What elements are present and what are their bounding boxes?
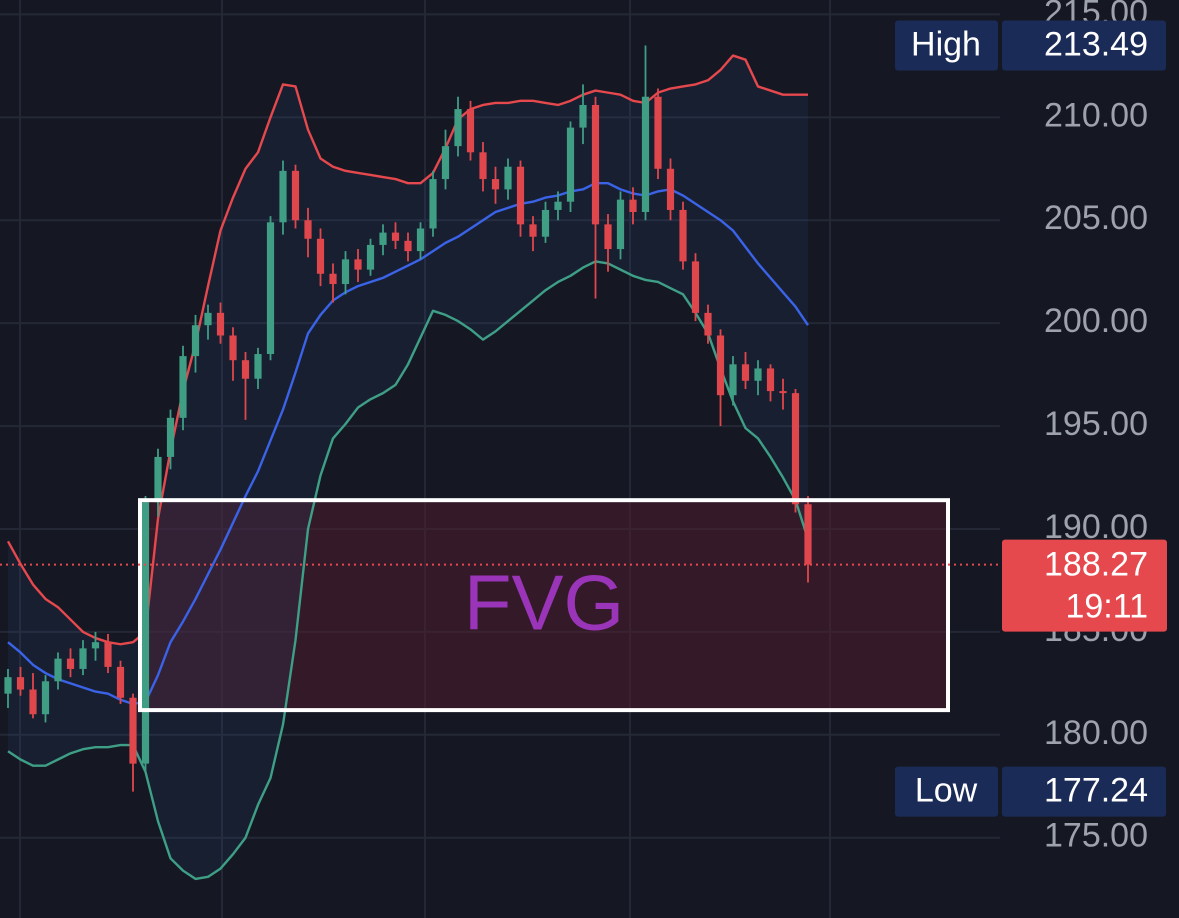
candle-body xyxy=(104,642,112,667)
candle-body xyxy=(204,312,212,326)
candle-body xyxy=(804,504,812,565)
candle-body xyxy=(129,697,137,764)
last-price-value: 188.27 xyxy=(1044,546,1148,584)
candle-body xyxy=(404,240,412,252)
badge-label-box xyxy=(895,766,998,817)
candle-body xyxy=(741,364,750,381)
vertical-grid xyxy=(19,0,831,918)
candle-body xyxy=(291,170,300,221)
last-price-box xyxy=(1002,539,1167,632)
y-tick-label: 210.00 xyxy=(1044,96,1148,134)
y-tick-label: 175.00 xyxy=(1044,817,1148,855)
candle-body xyxy=(79,648,87,669)
candle-body xyxy=(391,232,400,241)
candle-body xyxy=(666,168,675,210)
candle-body xyxy=(41,681,50,715)
candle-body xyxy=(179,356,187,418)
candle-body xyxy=(366,244,375,270)
countdown: 19:11 xyxy=(1065,588,1148,626)
candle-body xyxy=(416,228,425,252)
y-tick-label: 205.00 xyxy=(1044,199,1148,237)
candle-body xyxy=(716,335,725,396)
candle-body xyxy=(441,146,450,180)
candle-body xyxy=(641,96,650,213)
candle-body xyxy=(304,220,312,239)
candle-body xyxy=(91,642,100,649)
zone-border xyxy=(138,498,950,713)
band-line xyxy=(7,260,810,881)
candle-body xyxy=(616,199,625,250)
badge-value-box xyxy=(1002,766,1166,817)
candle-body xyxy=(329,273,337,285)
candle-body xyxy=(554,201,562,210)
y-tick-label: 200.00 xyxy=(1044,302,1148,340)
badge-value: 177.24 xyxy=(1044,772,1148,810)
candle-body xyxy=(141,502,150,764)
candle-body xyxy=(454,109,462,147)
candle-body xyxy=(16,677,25,690)
candle-body xyxy=(516,166,525,225)
badge-label: Low xyxy=(915,772,978,810)
candle-body xyxy=(529,224,537,237)
y-tick-label: 195.00 xyxy=(1044,405,1148,443)
candle-body xyxy=(229,335,237,361)
candle-body xyxy=(629,199,637,213)
candle-body xyxy=(154,456,162,503)
candle-body xyxy=(466,109,475,153)
candle-body xyxy=(316,238,325,274)
candle-body xyxy=(254,354,262,379)
candle-body xyxy=(791,393,800,505)
candle-body xyxy=(191,325,200,357)
candle-body xyxy=(504,166,512,190)
candle-body xyxy=(766,368,775,392)
candle-body xyxy=(266,222,275,355)
y-tick-label: 180.00 xyxy=(1044,714,1148,752)
candle-body xyxy=(54,658,62,682)
candle-body xyxy=(679,209,687,262)
candle-body xyxy=(216,312,225,336)
badge-label-box xyxy=(895,20,998,71)
candle-body xyxy=(166,417,175,457)
candle-body xyxy=(66,658,75,669)
candle-body xyxy=(491,179,500,190)
zone-label: FVG xyxy=(464,559,624,647)
badge-value-box xyxy=(1002,20,1166,71)
candle-body xyxy=(566,127,575,202)
candle-body xyxy=(754,368,762,381)
candle-body xyxy=(29,689,37,715)
candle-body xyxy=(591,104,600,225)
badge-label: High xyxy=(911,25,981,63)
badge-value: 213.49 xyxy=(1044,25,1148,63)
candle-body xyxy=(241,360,250,379)
candle-body xyxy=(779,391,787,394)
candle-body xyxy=(379,232,387,245)
zone-fill xyxy=(140,500,948,711)
candle-body xyxy=(654,96,662,169)
candle-body xyxy=(704,312,712,336)
candle-body xyxy=(354,259,362,270)
candle-body xyxy=(279,170,287,223)
candle-body xyxy=(479,152,487,180)
candle-body xyxy=(429,179,437,229)
candle-body xyxy=(116,666,125,698)
candle-body xyxy=(729,364,737,396)
candle-body xyxy=(541,209,550,237)
candle-body xyxy=(579,104,587,128)
candle-body xyxy=(691,261,700,313)
candle-body xyxy=(341,259,350,285)
candle-body xyxy=(4,677,12,694)
candle-body xyxy=(604,224,612,250)
